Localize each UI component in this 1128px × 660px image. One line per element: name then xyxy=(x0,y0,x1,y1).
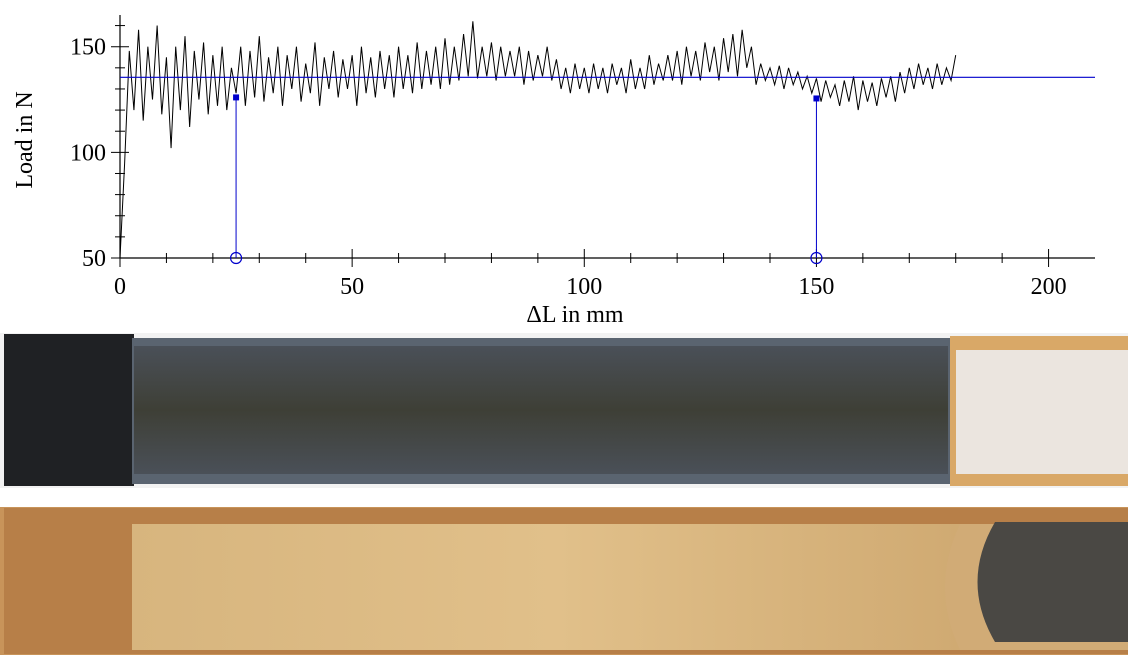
marker-foot xyxy=(229,251,243,265)
photo-top xyxy=(0,333,1128,488)
marker-point xyxy=(233,94,240,101)
x-tick-label: 100 xyxy=(566,274,602,300)
y-tick-label: 150 xyxy=(70,35,106,61)
marker-foot xyxy=(810,251,823,265)
y-axis-label: Load in N xyxy=(12,91,38,188)
y-tick-label: 50 xyxy=(82,246,106,272)
x-tick-label: 50 xyxy=(340,274,364,300)
photo-bottom xyxy=(0,507,1128,655)
x-tick-label: 200 xyxy=(1031,274,1067,300)
y-tick-label: 100 xyxy=(70,140,106,166)
marker-point xyxy=(813,95,820,102)
x-tick-label: 150 xyxy=(798,274,834,300)
data-line xyxy=(119,21,957,259)
x-axis-label: ΔL in mm xyxy=(526,302,624,328)
x-tick-label: 0 xyxy=(114,274,126,300)
